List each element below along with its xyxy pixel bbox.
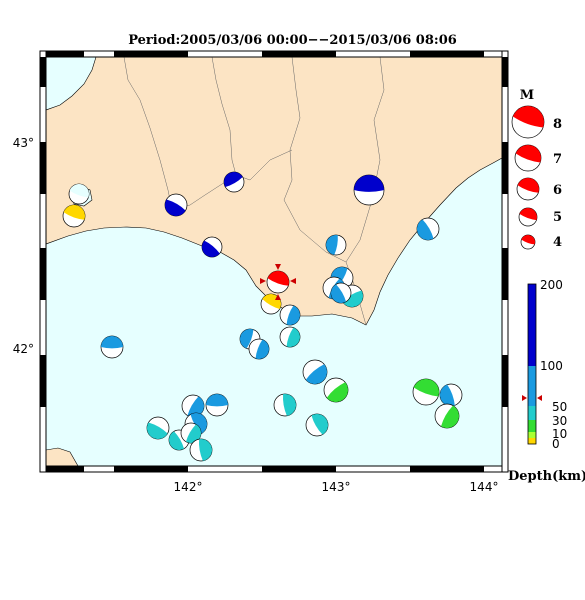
focal-mechanism-31: [189, 438, 213, 462]
colorbar-tick-30: 30: [552, 414, 567, 428]
colorbar-shallow: [528, 438, 536, 444]
focal-mechanism-7: [416, 217, 440, 241]
colorbar-green: [528, 420, 536, 432]
colorbar-mid: [528, 366, 536, 420]
lon-tick-144: 144°: [470, 480, 499, 494]
legend-ball-6: [516, 177, 540, 201]
focal-mechanism-24: [273, 393, 297, 417]
focal-mechanism-22: [439, 383, 463, 407]
mainshock-arrow-left: [260, 278, 266, 284]
lat-tick-43: 43°: [13, 136, 34, 150]
focal-mechanism-12: [330, 282, 352, 304]
colorbar-lightgreen: [528, 432, 536, 438]
bay-northwest: [46, 57, 97, 111]
focal-mechanism-5: [201, 236, 223, 258]
focal-mechanism-2: [62, 204, 86, 228]
legend-ball-5: [518, 207, 538, 227]
colorbar-tick-0: 0: [552, 437, 560, 451]
legend-mag-8: 8: [553, 117, 562, 132]
focal-mechanism-26: [205, 393, 229, 417]
legend-ball-7: [514, 144, 542, 172]
mainshock-arrow-right: [290, 278, 296, 284]
focal-mechanism-23: [434, 403, 460, 429]
map-title: Period:2005/03/06 00:00−−2015/03/06 08:0…: [128, 33, 457, 48]
legend-ball-8: [511, 105, 545, 139]
lat-tick-42: 42°: [13, 342, 34, 356]
colorbar-deep: [528, 284, 536, 366]
focal-mechanism-8: [325, 234, 347, 256]
focal-mechanism-30: [180, 422, 202, 444]
focal-mechanism-18: [100, 335, 124, 359]
focal-mechanisms: [62, 171, 463, 462]
colorbar-teal: [528, 406, 536, 420]
focal-mechanism-17: [248, 338, 270, 360]
focal-mechanism-28: [146, 416, 170, 440]
lon-tick-143: 143°: [322, 480, 351, 494]
focal-mechanism-15: [279, 326, 301, 348]
focal-mechanism-4: [223, 171, 245, 193]
lon-tick-142: 142°: [174, 480, 203, 494]
focal-mechanism-6: [353, 174, 385, 206]
focal-mechanism-3: [164, 193, 188, 217]
mainshock-markers: [260, 264, 296, 300]
legend-magnitude-title: M: [520, 88, 534, 103]
legend-mag-6: 6: [553, 183, 562, 198]
focal-mechanism-21: [412, 378, 440, 406]
magnitude-legend: [511, 105, 545, 250]
colorbar-tick-200: 200: [540, 278, 563, 292]
focal-mechanism-14: [279, 304, 301, 326]
depth-colorbar: [522, 283, 542, 445]
mainshock-arrow-top: [275, 264, 281, 270]
colorbar-tick-50: 50: [552, 400, 567, 414]
focal-mechanism-19: [302, 359, 328, 385]
legend-ball-4: [520, 234, 536, 250]
legend-mag-4: 4: [553, 235, 562, 250]
mainshock-focal-mechanism: [266, 270, 290, 294]
legend-mag-7: 7: [553, 152, 562, 167]
colorbar-mainshock-arrow-right: [537, 395, 542, 401]
focal-mechanism-32: [305, 413, 329, 437]
colorbar-mainshock-arrow-left: [522, 395, 527, 401]
focal-mechanism-20: [323, 377, 349, 403]
colorbar-tick-10: 10: [552, 427, 567, 441]
frame-border-ticks: [39, 50, 509, 473]
colorbar-title: Depth(km): [508, 469, 585, 484]
focal-mechanism-25: [181, 394, 205, 418]
focal-mechanism-1: [68, 183, 90, 205]
land-southwest: [46, 447, 79, 466]
legend-mag-5: 5: [553, 210, 562, 225]
colorbar-tick-100: 100: [540, 359, 563, 373]
mainshock-arrow-bottom: [275, 294, 281, 300]
land-hokkaido: [46, 57, 502, 326]
